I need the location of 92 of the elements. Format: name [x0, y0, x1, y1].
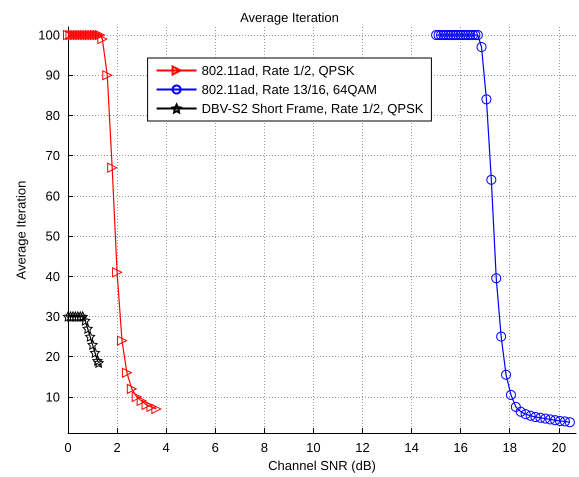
y-tick-label: 20: [46, 349, 60, 364]
point: [520, 409, 531, 420]
legend-label: DBV-S2 Short Frame, Rate 1/2, QPSK: [202, 101, 424, 116]
point: [535, 412, 546, 423]
point: [545, 414, 556, 424]
point: [496, 332, 506, 342]
point: [80, 30, 90, 40]
point: [85, 30, 96, 40]
x-tick-label: 0: [64, 440, 72, 456]
x-tick-label: 4: [162, 440, 170, 456]
legend-label: 802.11ad, Rate 1/2, QPSK: [202, 63, 355, 78]
y-tick-label: 70: [46, 148, 60, 164]
point: [116, 336, 127, 346]
point: [453, 30, 464, 40]
x-tick-label: 6: [212, 440, 219, 456]
x-tick-label: 8: [260, 440, 268, 456]
y-tick-label: 80: [46, 108, 60, 123]
point: [90, 348, 100, 358]
point: [65, 30, 76, 40]
point: [510, 402, 521, 412]
point: [63, 30, 73, 40]
y-axis-title: Average Iteration: [13, 180, 28, 280]
point: [460, 30, 471, 40]
point: [126, 384, 137, 394]
point: [102, 70, 112, 80]
point: [458, 30, 468, 40]
point: [65, 311, 76, 322]
point: [434, 30, 444, 40]
point: [555, 416, 566, 426]
point: [146, 402, 156, 412]
legend-label: 802.11ad, Rate 13/16, 64QAM: [202, 82, 377, 97]
point: [63, 311, 73, 322]
point: [72, 311, 83, 322]
point: [540, 414, 550, 424]
point: [82, 30, 93, 40]
y-tick-label: 100: [38, 28, 60, 43]
point: [142, 400, 152, 410]
point: [92, 30, 102, 40]
point: [75, 30, 86, 40]
x-tick-label: 18: [502, 440, 517, 456]
chart-title: Average Iteration: [240, 10, 339, 25]
point: [136, 396, 147, 406]
point: [72, 30, 83, 40]
x-tick-label: 10: [306, 440, 321, 456]
point: [88, 340, 98, 350]
point: [122, 368, 132, 378]
point: [78, 30, 88, 40]
point: [516, 406, 526, 417]
y-tick-label: 40: [46, 268, 60, 284]
point: [85, 332, 96, 342]
x-tick-label: 20: [552, 440, 566, 456]
point: [468, 30, 478, 40]
point: [107, 162, 118, 173]
point: [564, 417, 575, 428]
point: [112, 267, 122, 278]
point: [491, 273, 502, 284]
point: [530, 412, 541, 422]
y-tick-label: 60: [46, 188, 60, 204]
x-tick-label: 2: [113, 440, 121, 456]
x-tick-label: 12: [355, 440, 370, 456]
point: [526, 410, 536, 421]
point: [476, 42, 487, 52]
point: [68, 30, 78, 40]
y-tick-label: 90: [46, 68, 60, 83]
point: [70, 30, 80, 40]
point: [431, 30, 442, 40]
point: [501, 370, 512, 380]
y-tick-label: 10: [46, 389, 60, 404]
x-tick-label: 14: [404, 440, 419, 456]
point: [443, 30, 454, 40]
point: [82, 324, 93, 334]
y-tick-label: 30: [46, 308, 60, 324]
point: [470, 30, 480, 40]
point: [80, 316, 90, 326]
point: [486, 174, 496, 185]
point: [132, 392, 142, 402]
y-tick-label: 50: [46, 228, 60, 244]
point: [481, 94, 492, 104]
point: [78, 311, 88, 322]
point: [472, 30, 483, 40]
point: [75, 311, 86, 322]
point: [446, 30, 456, 40]
point: [550, 415, 560, 426]
x-axis-title: Channel SNR (dB): [268, 458, 376, 473]
point: [151, 404, 162, 414]
x-tick-label: 16: [453, 440, 468, 456]
point: [448, 30, 458, 40]
point: [456, 30, 466, 40]
point: [97, 34, 108, 44]
point: [506, 390, 516, 400]
point: [450, 30, 461, 40]
point: [94, 30, 105, 40]
